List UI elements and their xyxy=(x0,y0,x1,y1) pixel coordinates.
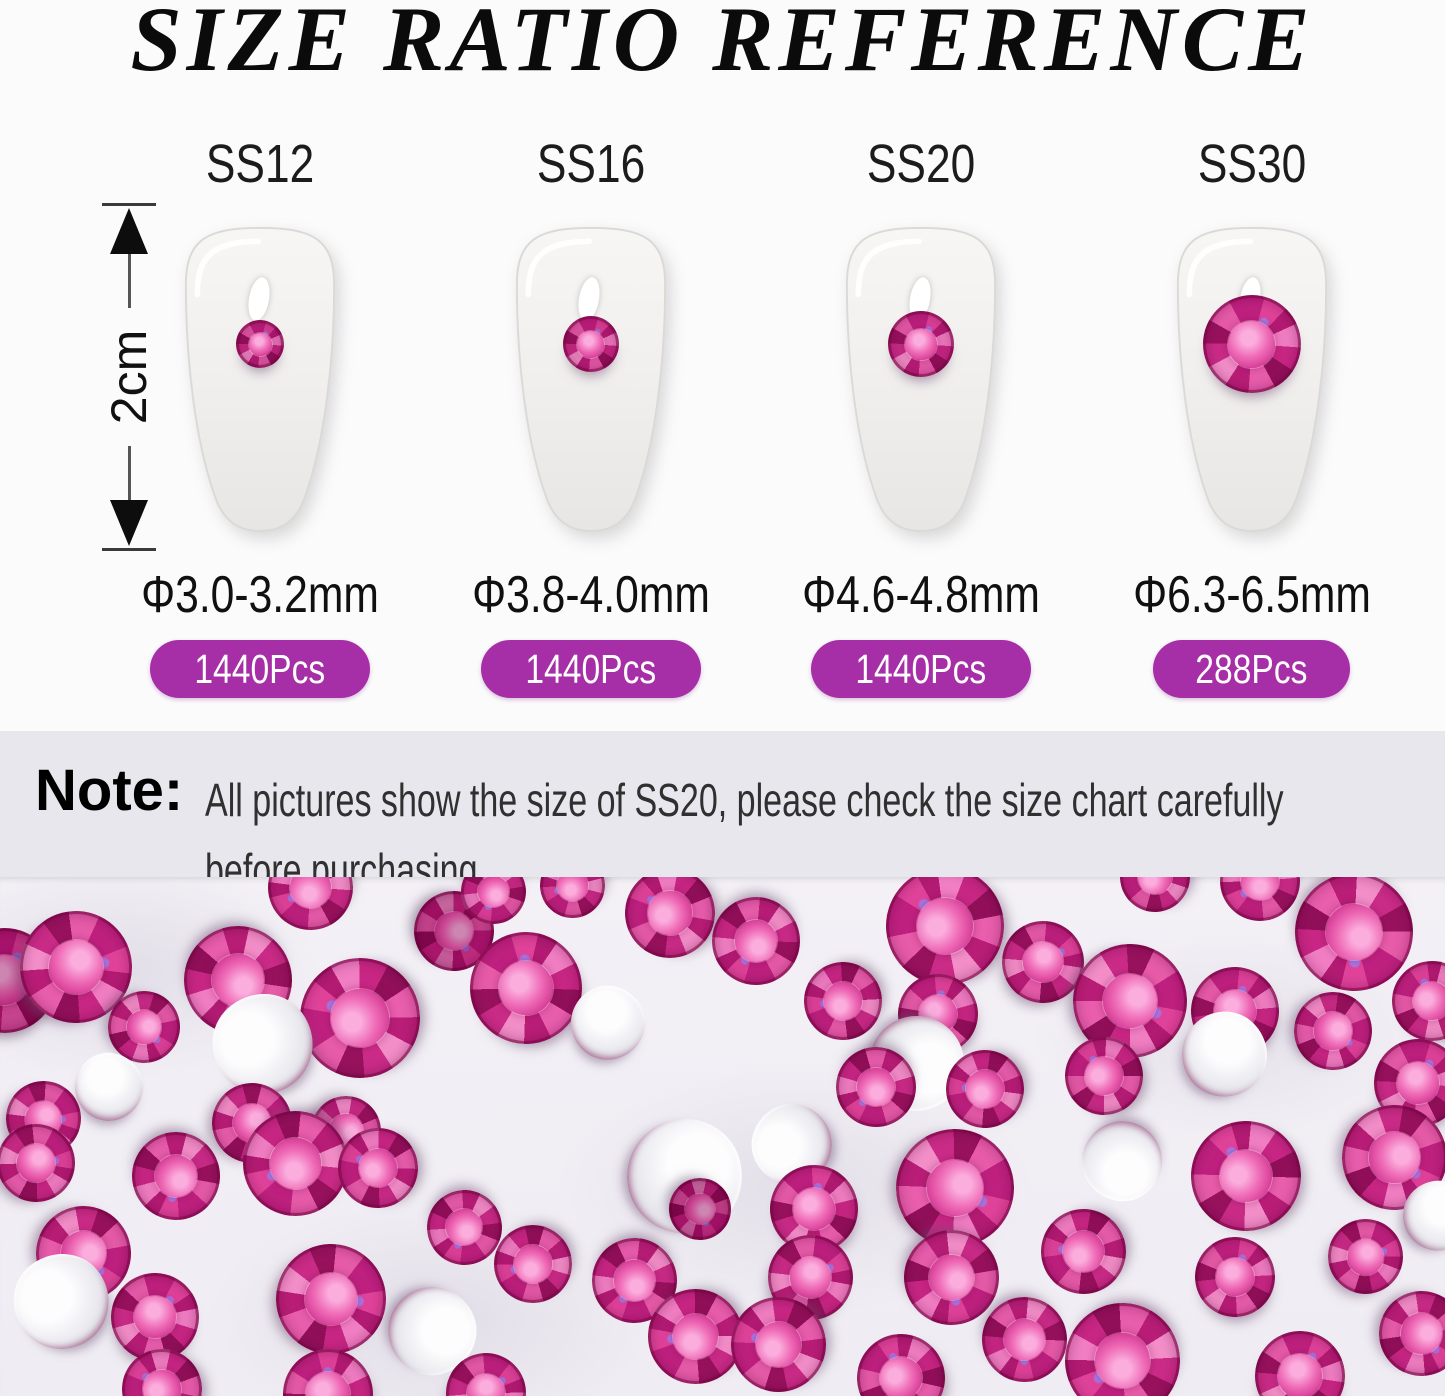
scale-top-cap xyxy=(102,203,156,206)
count-badge: 288Pcs xyxy=(1153,640,1351,698)
nail-tip xyxy=(496,210,686,546)
nail-tip xyxy=(1157,210,1347,546)
count-badge: 1440Pcs xyxy=(480,640,701,698)
rhinestone xyxy=(1112,877,1198,920)
rhinestone xyxy=(620,877,720,963)
note-banner: Note: All pictures show the size of SS20… xyxy=(0,731,1445,896)
size-label: SS20 xyxy=(867,134,976,194)
rhinestone xyxy=(1366,1278,1445,1388)
rhinestone xyxy=(1170,1100,1322,1252)
scale-line-lower xyxy=(127,446,131,500)
size-label: SS12 xyxy=(206,134,315,194)
rhinestone xyxy=(1251,1327,1349,1396)
scale-line-upper xyxy=(127,254,131,308)
size-columns: SS12 Φ3.0-3.2mm 1440Pcs SS16 xyxy=(95,128,1417,698)
count-badge: 1440Pcs xyxy=(811,640,1032,698)
rhinestone xyxy=(1289,987,1377,1075)
rhinestones-photo xyxy=(0,877,1445,1396)
nail-shape xyxy=(846,226,997,532)
rhinestone xyxy=(711,896,801,986)
size-column-ss30: SS30 Φ6.3-6.5mm 288Pcs xyxy=(1087,128,1418,698)
diameter-label: Φ3.0-3.2mm xyxy=(141,566,380,624)
rhinestone xyxy=(888,311,955,378)
rhinestone xyxy=(562,316,619,373)
arrow-down-icon xyxy=(110,500,148,546)
nail-tip xyxy=(165,210,355,546)
scale-arrow: 2cm xyxy=(98,203,160,551)
rhinestone xyxy=(236,320,285,369)
rhinestone xyxy=(838,1315,964,1396)
rhinestone xyxy=(294,952,426,1084)
size-column-ss20: SS20 Φ4.6-4.8mm 1440Pcs xyxy=(756,128,1087,698)
rhinestone xyxy=(1202,295,1301,394)
rhinestone xyxy=(1045,1283,1199,1396)
nail-shape xyxy=(515,226,666,532)
note-label: Note: xyxy=(35,758,184,823)
note-line-1: All pictures show the size of SS20, plea… xyxy=(205,774,1284,826)
size-label: SS16 xyxy=(536,134,645,194)
rhinestone-flatback xyxy=(1073,1112,1171,1210)
size-column-ss16: SS16 Φ3.8-4.0mm 1440Pcs xyxy=(426,128,757,698)
diameter-label: Φ6.3-6.5mm xyxy=(1132,566,1371,624)
page-title: SIZE RATIO REFERENCE xyxy=(130,0,1315,90)
rhinestone xyxy=(1190,1232,1280,1322)
rhinestone xyxy=(1027,1195,1139,1307)
nail-tip xyxy=(826,210,1016,546)
diameter-label: Φ4.6-4.8mm xyxy=(802,566,1041,624)
size-column-ss12: SS12 Φ3.0-3.2mm 1440Pcs xyxy=(95,128,426,698)
nail-shape xyxy=(185,226,336,532)
size-label: SS30 xyxy=(1197,134,1306,194)
rhinestone xyxy=(526,877,618,931)
arrow-up-icon xyxy=(110,208,148,254)
scale-bottom-cap xyxy=(102,548,156,551)
diameter-label: Φ3.8-4.0mm xyxy=(471,566,710,624)
count-badge: 1440Pcs xyxy=(150,640,371,698)
